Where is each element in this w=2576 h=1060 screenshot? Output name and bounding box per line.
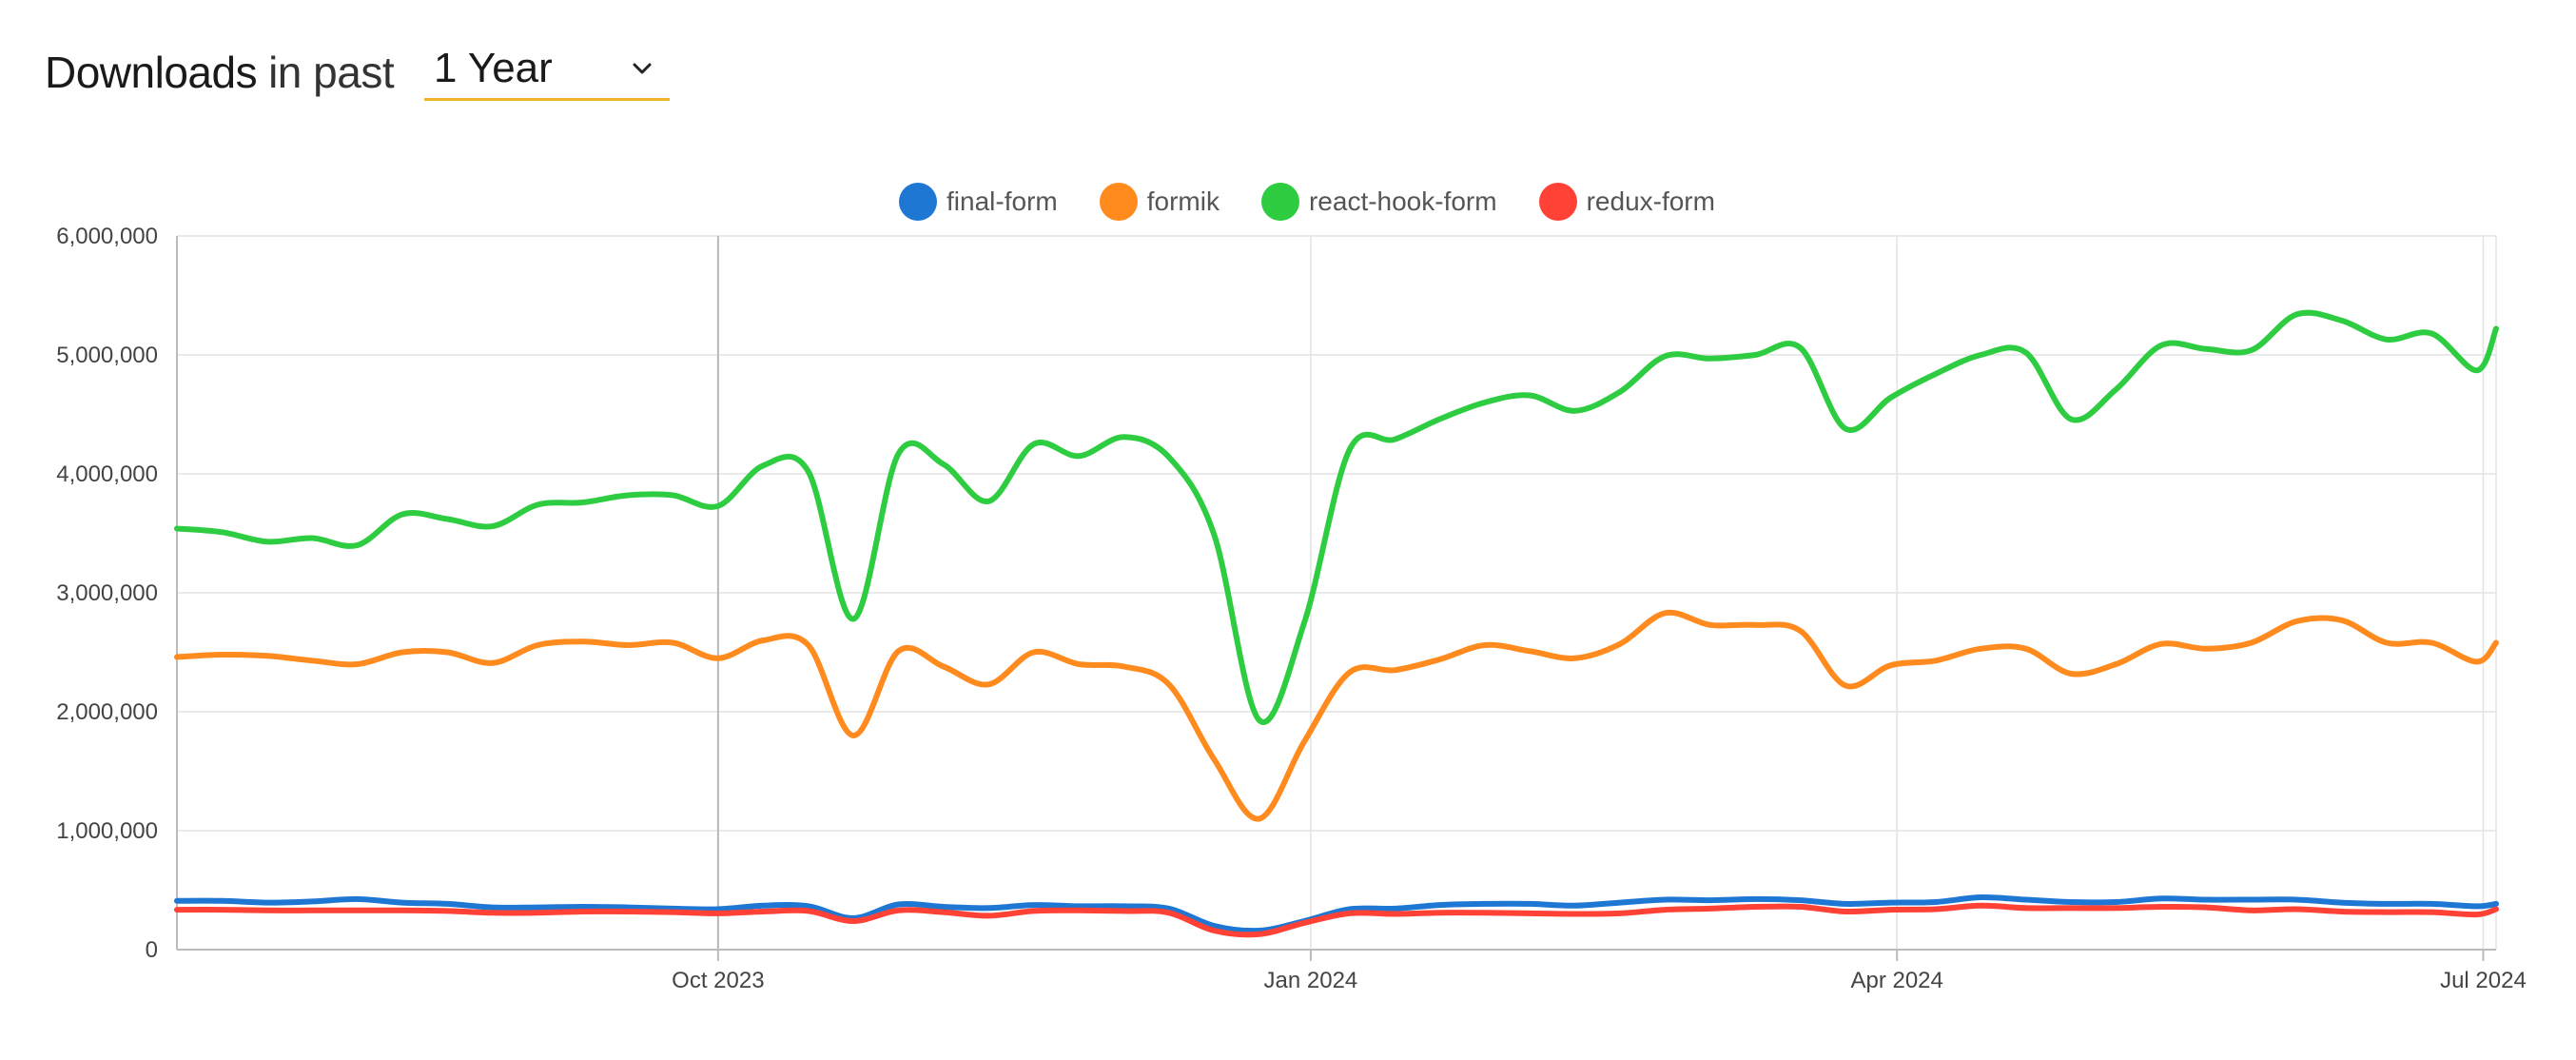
y-tick-label: 5,000,000 xyxy=(56,343,158,368)
period-select[interactable]: 1 Year xyxy=(424,38,670,101)
series-line-formik xyxy=(174,609,2499,822)
y-tick-label: 2,000,000 xyxy=(56,699,158,725)
legend-label-formik: formik xyxy=(1146,186,1220,216)
legend-item-react-hook-form[interactable]: react-hook-form xyxy=(1260,183,1497,221)
legend-dot-redux-form xyxy=(1538,183,1577,221)
legend-item-formik[interactable]: formik xyxy=(1099,183,1220,221)
y-tick-label: 0 xyxy=(146,937,158,963)
y-tick-label: 3,000,000 xyxy=(56,580,158,606)
title-downloads: Downloads xyxy=(45,48,258,97)
chevron-down-icon xyxy=(628,54,656,83)
series-line-final-form xyxy=(174,893,2499,934)
series-line-redux-form xyxy=(174,902,2499,938)
x-tick-label: Jul 2024 xyxy=(2440,968,2527,993)
legend-dot-formik xyxy=(1099,183,1138,221)
x-tick-label: Apr 2024 xyxy=(1850,968,1942,993)
series-line-react-hook-form xyxy=(174,309,2499,725)
x-tick-label: Oct 2023 xyxy=(672,968,764,993)
y-tick-label: 4,000,000 xyxy=(56,461,158,487)
legend-item-redux-form[interactable]: redux-form xyxy=(1538,183,1715,221)
legend-dot-final-form xyxy=(899,183,938,221)
period-select-value: 1 Year xyxy=(434,44,553,91)
title-in-past: in past xyxy=(268,48,395,97)
legend-dot-react-hook-form xyxy=(1260,183,1299,221)
chart-legend: final-form formik react-hook-form redux-… xyxy=(0,183,2576,221)
page-title: Downloads in past xyxy=(45,38,395,107)
y-tick-label: 6,000,000 xyxy=(56,224,158,249)
x-tick-label: Jan 2024 xyxy=(1264,968,1358,993)
legend-item-final-form[interactable]: final-form xyxy=(899,183,1058,221)
y-tick-label: 1,000,000 xyxy=(56,818,158,844)
legend-label-react-hook-form: react-hook-form xyxy=(1308,186,1497,216)
legend-label-final-form: final-form xyxy=(946,186,1058,216)
legend-label-redux-form: redux-form xyxy=(1586,186,1715,216)
